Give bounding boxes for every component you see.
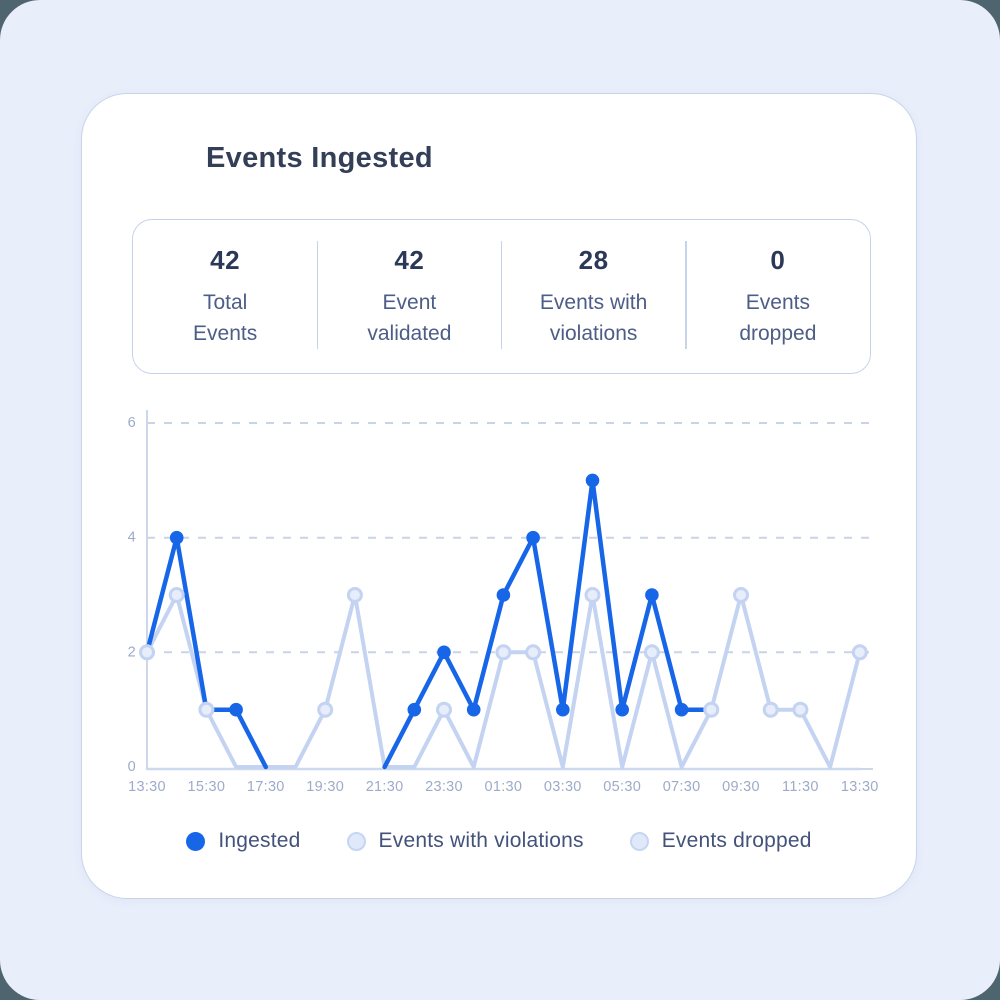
chart-legend: Ingested Events with violations Events dro… — [82, 829, 916, 853]
stat-event-validated: 42 Event validated — [316, 220, 501, 373]
stat-value: 28 — [578, 245, 609, 275]
violations-point — [139, 644, 155, 661]
ingested-point — [645, 588, 659, 602]
violations-point — [762, 701, 779, 718]
violations-point — [792, 701, 809, 718]
violations-point — [525, 644, 542, 661]
ingested-point — [526, 530, 540, 545]
x-tick-label: 05:30 — [603, 779, 641, 795]
events-line-chart: 0 2 4 6 13:30 15:30 17:30 19:30 21:30 23:30 01:30 0… — [128, 410, 879, 795]
stats-summary-box: 42 Total Events 42 Event validated 28 Ev… — [132, 219, 871, 374]
y-tick-label: 6 — [128, 415, 136, 431]
violations-point — [168, 587, 185, 603]
ingested-point — [466, 702, 481, 717]
page-title: Events Ingested — [206, 142, 433, 174]
stat-events-dropped: 0 Events dropped — [684, 220, 870, 373]
y-tick-label: 2 — [128, 644, 136, 660]
ingested-point — [437, 645, 451, 660]
ingested-point — [169, 530, 184, 545]
x-tick-label: 11:30 — [782, 779, 819, 795]
x-tick-label: 03:30 — [544, 779, 582, 795]
legend-label: Events with violations — [378, 829, 584, 852]
legend-item-events-dropped[interactable]: Events dropped — [629, 829, 812, 853]
legend-label: Events dropped — [661, 829, 812, 852]
violations-point — [317, 701, 334, 718]
y-tick-label: 4 — [128, 530, 136, 546]
x-tick-label: 13:30 — [841, 779, 879, 795]
ingested-point — [615, 702, 629, 717]
x-tick-label: 01:30 — [485, 779, 523, 795]
ingested-point — [556, 702, 570, 717]
stat-label: Events dropped — [739, 291, 817, 345]
legend-label: Ingested — [218, 829, 301, 852]
x-tick-label: 09:30 — [722, 779, 760, 795]
violations-point — [346, 587, 363, 603]
ingested-point — [674, 702, 689, 717]
violations-point — [643, 644, 660, 661]
stat-total-events: 42 Total Events — [133, 220, 317, 373]
stat-label: Total Events — [193, 291, 258, 345]
stat-value: 42 — [210, 245, 241, 275]
stat-value: 42 — [394, 245, 425, 275]
ingested-point — [496, 588, 511, 602]
ingested-point — [229, 702, 243, 717]
violations-point — [851, 644, 868, 661]
x-tick-label: 19:30 — [306, 779, 344, 795]
violations-point — [703, 701, 720, 718]
x-tick-label: 21:30 — [366, 779, 404, 795]
legend-item-events-with-violations[interactable]: Events with violations — [346, 829, 584, 853]
legend-dot-icon — [186, 831, 206, 851]
events-ingested-card: Events Ingested 42 Total Events 42 Event… — [81, 93, 917, 899]
violations-point — [436, 701, 452, 718]
violations-point — [584, 587, 601, 603]
legend-item-ingested[interactable]: Ingested — [186, 829, 300, 853]
legend-dot-icon — [629, 831, 649, 851]
ingested-point — [407, 702, 422, 717]
x-tick-label: 17:30 — [247, 779, 285, 795]
ingested-point — [585, 473, 600, 488]
x-tick-label: 15:30 — [188, 779, 226, 795]
violations-point — [198, 701, 215, 718]
legend-dot-icon — [346, 831, 366, 851]
violations-point — [733, 587, 749, 603]
x-tick-label: 07:30 — [663, 779, 701, 795]
x-tick-label: 13:30 — [128, 779, 166, 795]
x-tick-label: 23:30 — [425, 779, 463, 795]
y-tick-label: 0 — [128, 759, 136, 775]
violations-point — [495, 644, 512, 661]
stat-events-with-violations: 28 Events with violations — [500, 220, 686, 373]
ingested-line — [382, 478, 714, 770]
stat-label: Events with violations — [539, 291, 648, 345]
stat-label: Event validated — [367, 291, 452, 345]
stat-value: 0 — [770, 245, 786, 275]
